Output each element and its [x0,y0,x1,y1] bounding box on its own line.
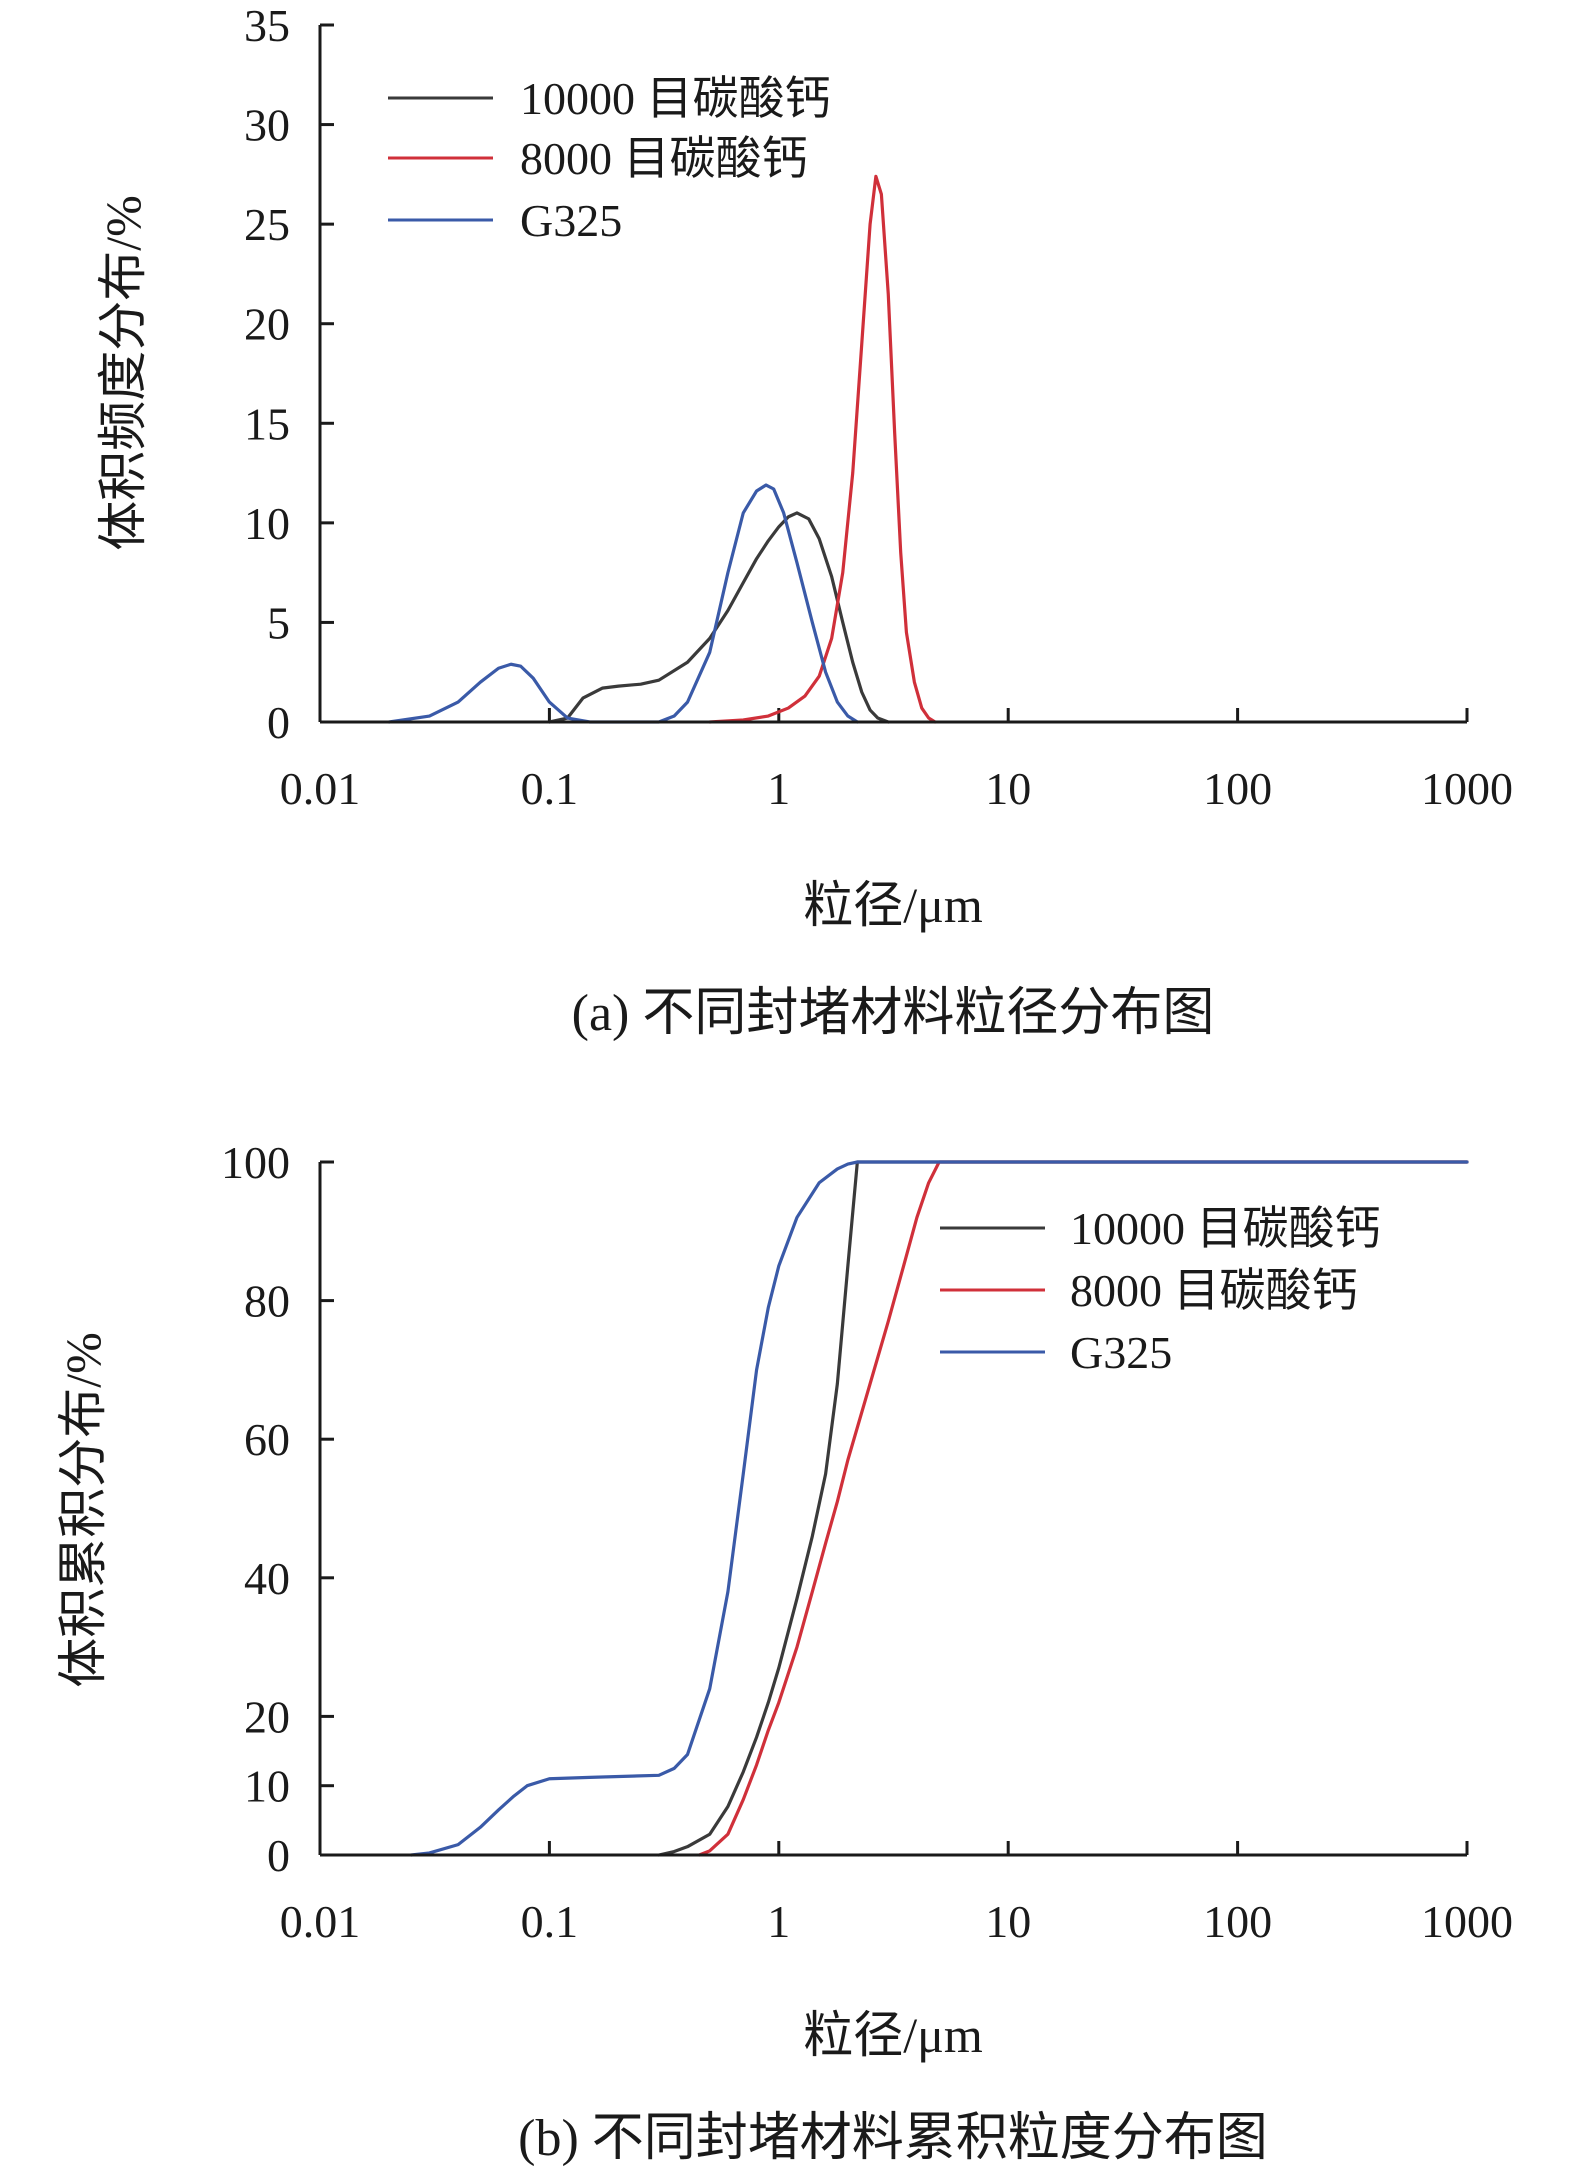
chart-b-x-tick-label: 1 [767,1896,790,1947]
chart-a-x-tick-label: 1 [767,763,790,814]
chart-a-y-ticks: 0 5 10 15 20 25 30 35 [244,0,334,748]
chart-b-y-tick-label: 20 [244,1691,290,1742]
chart-b-x-tick-label: 0.01 [280,1896,361,1947]
chart-a-x-tick-label: 1000 [1421,763,1513,814]
chart-b-series [409,1160,1469,1857]
chart-a-x-axis-label: 粒径/μm [803,877,983,933]
chart-a-x-tick-label: 10 [985,763,1031,814]
chart-b: 0 10 20 40 60 80 100 0.01 0.1 1 10 100 1000 10000 目… [55,1137,1513,2167]
chart-a-x-tick-label: 100 [1203,763,1272,814]
chart-b-legend-label-8000: 8000 目碳酸钙 [1070,1265,1358,1316]
chart-a-legend-label-8000: 8000 目碳酸钙 [520,133,808,184]
chart-a-legend: 10000 目碳酸钙 8000 目碳酸钙 G325 [388,73,831,246]
chart-a-series [387,174,937,724]
chart-a-caption: (a) 不同封堵材料粒径分布图 [572,985,1215,1042]
chart-a-x-tick-label: 0.01 [280,763,361,814]
chart-a-series-line-1 [708,174,937,724]
chart-b-x-tick-label: 10 [985,1896,1031,1947]
chart-b-y-tick-label: 40 [244,1553,290,1604]
chart-a-x-ticks: 0.01 0.1 1 10 100 1000 [280,708,1513,814]
chart-b-series-line-2 [409,1160,1469,1857]
chart-b-y-ticks: 0 10 20 40 60 80 100 [221,1137,334,1881]
chart-b-y-axis-label: 体积累积分布/% [55,1332,111,1688]
chart-b-x-axis-label: 粒径/μm [803,2007,983,2063]
chart-b-series-line-0 [657,1160,1469,1857]
chart-b-x-tick-label: 1000 [1421,1896,1513,1947]
chart-a: 0 5 10 15 20 25 30 35 0.01 0.1 1 10 100 1000 10000 目… [95,0,1513,1042]
chart-a-x-tick-label: 0.1 [521,763,579,814]
chart-a-y-tick-label: 5 [267,597,290,648]
chart-b-x-ticks: 0.01 0.1 1 10 100 1000 [280,1841,1513,1947]
chart-b-y-tick-label: 10 [244,1761,290,1812]
chart-a-y-tick-label: 30 [244,100,290,151]
chart-a-legend-label-g325: G325 [520,195,622,246]
chart-a-y-axis-label: 体积频度分布/% [95,195,151,551]
chart-b-caption: (b) 不同封堵材料累积粒度分布图 [518,2110,1268,2167]
chart-a-legend-label-10000: 10000 目碳酸钙 [520,73,831,124]
chart-b-y-tick-label: 60 [244,1414,290,1465]
chart-a-y-tick-label: 20 [244,299,290,350]
chart-b-y-tick-label: 0 [267,1830,290,1881]
chart-b-x-tick-label: 0.1 [521,1896,579,1947]
chart-a-y-tick-label: 10 [244,498,290,549]
chart-b-legend-label-10000: 10000 目碳酸钙 [1070,1203,1381,1254]
chart-b-y-tick-label: 100 [221,1137,290,1188]
chart-b-y-tick-label: 80 [244,1276,290,1327]
chart-b-series-line-1 [697,1160,1469,1857]
chart-a-series-line-2 [387,483,859,724]
chart-a-y-tick-label: 25 [244,199,290,250]
chart-a-series-line-0 [547,511,890,724]
chart-a-y-tick-label: 35 [244,0,290,51]
chart-b-legend: 10000 目碳酸钙 8000 目碳酸钙 G325 [940,1203,1381,1378]
chart-a-y-tick-label: 0 [267,697,290,748]
chart-b-x-tick-label: 100 [1203,1896,1272,1947]
chart-a-y-tick-label: 15 [244,398,290,449]
chart-b-legend-label-g325: G325 [1070,1327,1172,1378]
